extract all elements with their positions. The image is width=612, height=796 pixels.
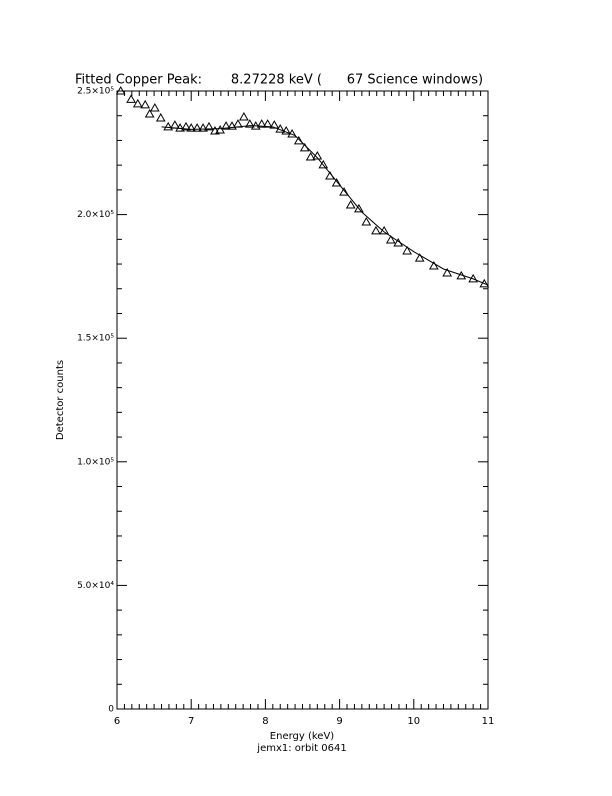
data-point: [227, 121, 237, 130]
data-point: [414, 253, 425, 262]
x-tick-label: 10: [407, 716, 420, 727]
data-point: [256, 119, 267, 128]
data-point: [281, 126, 292, 135]
data-point: [354, 203, 364, 213]
fit-line: [161, 125, 489, 286]
data-point: [155, 112, 166, 122]
x-axis-label: Energy (keV): [270, 731, 335, 742]
data-point: [115, 85, 126, 95]
data-point: [402, 245, 412, 255]
data-point: [181, 121, 191, 131]
data-point: [132, 98, 143, 108]
x-tick-label: 7: [188, 716, 194, 727]
data-point: [221, 121, 231, 130]
x-tick-label: 11: [482, 716, 495, 727]
data-point: [204, 121, 214, 131]
data-point: [163, 121, 174, 131]
y-tick-label: 1.0×10⁵: [77, 457, 114, 467]
data-point: [239, 111, 249, 121]
data-point: [442, 267, 453, 277]
data-point: [198, 123, 208, 132]
data-point: [140, 99, 151, 109]
data-point: [149, 103, 160, 112]
data-point: [331, 177, 342, 187]
chart-subtitle: jemx1: orbit 0641: [256, 743, 346, 754]
y-tick-label: 2.5×10⁵: [77, 87, 114, 97]
data-point: [144, 108, 155, 118]
y-axis-label: Detector counts: [55, 360, 66, 440]
data-point: [339, 187, 349, 196]
data-point: [428, 261, 439, 270]
data-point: [293, 135, 304, 145]
data-point: [345, 199, 356, 209]
data-point: [244, 119, 255, 128]
y-tick-label: 5.0×10⁴: [77, 581, 114, 591]
data-point: [175, 123, 185, 132]
x-tick-label: 8: [262, 716, 268, 727]
data-point: [318, 159, 329, 169]
data-point: [186, 123, 197, 132]
y-tick-label: 2.0×10⁵: [77, 210, 114, 220]
data-point: [269, 120, 280, 129]
data-point: [361, 217, 372, 226]
data-point: [305, 151, 316, 161]
data-point: [210, 126, 220, 135]
data-point: [479, 278, 490, 288]
chart-title: Fitted Copper Peak: 8.27228 keV ( 67 Sci…: [75, 73, 483, 88]
x-tick-label: 6: [114, 716, 120, 727]
x-tick-label: 9: [336, 716, 342, 727]
y-tick-label: 1.5×10⁵: [77, 334, 114, 344]
data-point: [371, 225, 381, 235]
data-point: [192, 123, 202, 132]
data-point: [262, 119, 273, 128]
data-point: [385, 235, 396, 244]
data-point: [126, 94, 136, 103]
y-tick-label: 0: [108, 705, 114, 715]
